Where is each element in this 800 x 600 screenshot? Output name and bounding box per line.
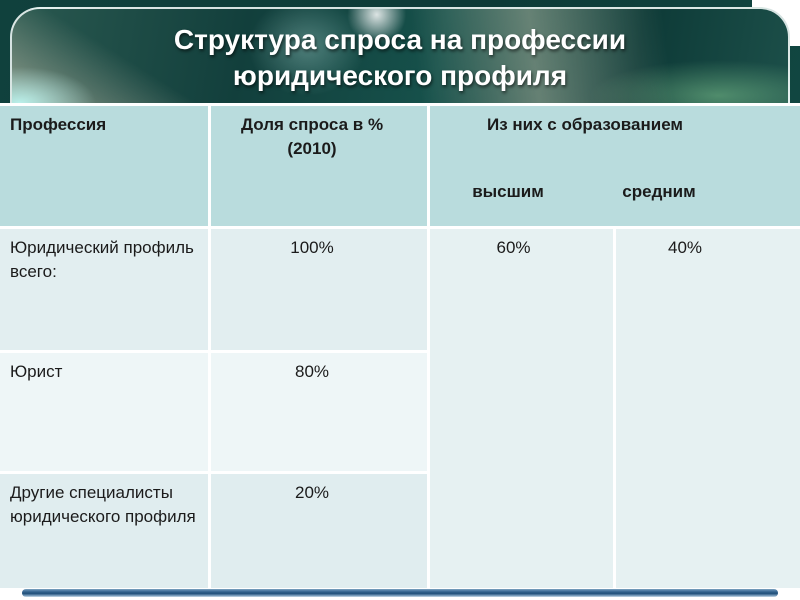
- cell-share-lawyer: 80%: [211, 353, 427, 471]
- footer-divider-bar: [22, 589, 778, 597]
- slide-title-line1: Структура спроса на профессии: [173, 24, 627, 55]
- cell-education-secondary: 40%: [616, 229, 800, 588]
- slide-title-line2: юридического профиля: [232, 60, 568, 91]
- cell-share-total: 100%: [211, 229, 427, 350]
- cell-profession-other: Другие специалисты юридического профиля: [0, 474, 208, 588]
- cell-education-higher: 60%: [430, 229, 613, 588]
- share-total-value: 100%: [290, 238, 334, 257]
- col-header-education-label: Из них с образованием: [486, 115, 684, 134]
- subheader-higher: высшим: [472, 182, 544, 201]
- profession-other-label: Другие специалисты юридического профиля: [10, 483, 196, 526]
- share-lawyer-value: 80%: [294, 362, 330, 381]
- profession-lawyer-label: Юрист: [10, 362, 63, 381]
- col-header-profession: Профессия: [0, 106, 208, 226]
- profession-total-label: Юридический профиль всего:: [10, 238, 194, 281]
- education-higher-value: 60%: [496, 238, 531, 257]
- col-header-share-line1: Доля спроса в %: [240, 115, 384, 134]
- demand-table: Профессия Доля спроса в % (2010) Из них …: [0, 106, 800, 588]
- col-header-education: Из них с образованием высшим средним: [430, 106, 800, 226]
- cell-profession-total: Юридический профиль всего:: [0, 229, 208, 350]
- col-header-profession-label: Профессия: [10, 115, 107, 134]
- col-header-share: Доля спроса в % (2010): [211, 106, 427, 226]
- education-secondary-value: 40%: [667, 238, 703, 257]
- col-header-share-line2: (2010): [287, 139, 337, 158]
- slide-title: Структура спроса на профессии юридическо…: [12, 22, 788, 94]
- title-banner: Структура спроса на профессии юридическо…: [10, 7, 790, 103]
- share-other-value: 20%: [294, 483, 330, 502]
- cell-share-other: 20%: [211, 474, 427, 588]
- cell-profession-lawyer: Юрист: [0, 353, 208, 471]
- subheader-secondary: средним: [622, 182, 696, 201]
